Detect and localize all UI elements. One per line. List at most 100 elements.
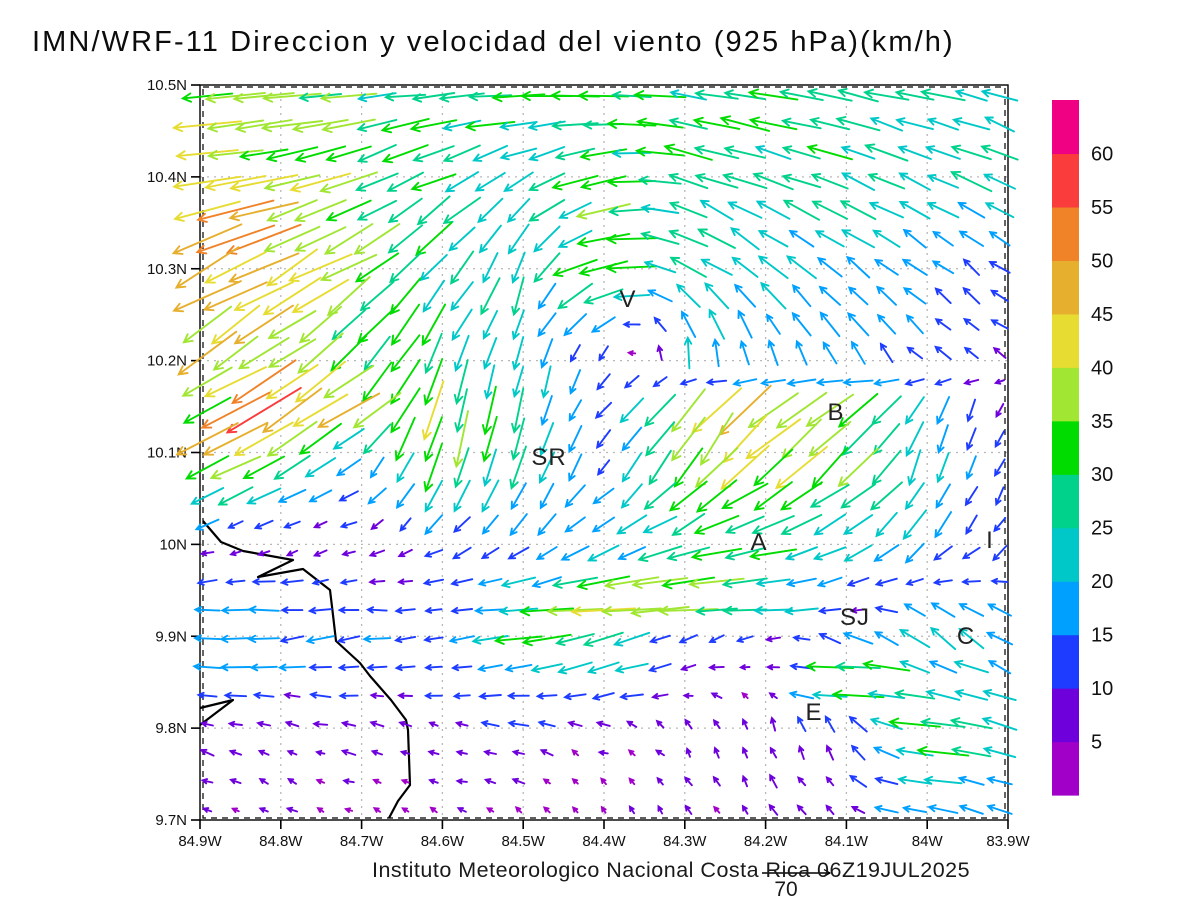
wind-arrow bbox=[528, 146, 566, 162]
wind-arrow bbox=[510, 417, 526, 461]
wind-arrow bbox=[650, 692, 669, 700]
wind-arrow bbox=[202, 281, 268, 312]
wind-arrow bbox=[196, 578, 218, 586]
wind-arrow bbox=[923, 775, 963, 785]
wind-arrow bbox=[591, 516, 616, 533]
wind-arrow bbox=[537, 312, 557, 338]
wind-arrow bbox=[682, 692, 694, 699]
colorbar-segment bbox=[1052, 206, 1079, 261]
wind-arrow bbox=[201, 807, 213, 813]
wind-arrow bbox=[424, 514, 444, 536]
wind-arrow bbox=[625, 720, 638, 728]
wind-arrow bbox=[616, 514, 648, 535]
wind-arrow bbox=[217, 486, 254, 506]
wind-arrow bbox=[768, 692, 778, 700]
wind-arrow bbox=[962, 258, 981, 276]
wind-arrow bbox=[596, 459, 611, 476]
wind-arrow bbox=[506, 198, 531, 223]
wind-arrow bbox=[537, 720, 556, 728]
wind-arrow bbox=[606, 177, 657, 188]
wind-arrow bbox=[614, 662, 649, 674]
wind-arrow bbox=[934, 378, 952, 386]
wind-arrow bbox=[850, 340, 866, 365]
wind-arrow bbox=[424, 663, 443, 671]
wind-arrow bbox=[175, 149, 239, 161]
wind-arrow bbox=[873, 258, 899, 276]
wind-arrow bbox=[564, 516, 586, 533]
wind-arrow bbox=[933, 545, 953, 561]
wind-arrow bbox=[684, 718, 693, 730]
wind-arrow bbox=[424, 332, 443, 375]
wind-arrow bbox=[294, 360, 347, 403]
wind-arrow bbox=[315, 778, 326, 785]
wind-arrow bbox=[788, 690, 815, 700]
wind-arrow bbox=[267, 338, 317, 368]
wind-arrow bbox=[741, 691, 749, 700]
wind-arrow bbox=[308, 489, 333, 503]
wind-arrow bbox=[757, 255, 789, 280]
wind-arrow bbox=[424, 607, 443, 614]
wind-arrow bbox=[617, 546, 646, 561]
wind-arrow bbox=[233, 304, 294, 345]
wind-arrow bbox=[286, 777, 298, 785]
wind-arrow bbox=[251, 577, 276, 586]
wind-arrow bbox=[769, 716, 777, 732]
x-tick-label: 84.2W bbox=[744, 833, 788, 850]
wind-arrow bbox=[422, 578, 445, 586]
wind-arrow bbox=[671, 512, 706, 537]
wind-arrow bbox=[261, 92, 322, 103]
wind-arrow bbox=[533, 225, 561, 253]
wind-arrow bbox=[898, 660, 931, 674]
wind-arrow bbox=[982, 173, 1016, 190]
wind-arrow bbox=[316, 807, 325, 813]
wind-arrow bbox=[818, 632, 842, 645]
wind-arrow bbox=[340, 720, 357, 728]
wind-arrow bbox=[258, 778, 269, 785]
wind-arrow bbox=[506, 692, 530, 700]
wind-arrow bbox=[781, 173, 822, 189]
wind-arrow bbox=[840, 172, 876, 191]
wind-arrow bbox=[341, 550, 356, 557]
wind-arrow bbox=[174, 246, 240, 289]
wind-arrow bbox=[846, 577, 870, 587]
wind-arrow bbox=[646, 289, 673, 303]
wind-arrow bbox=[283, 692, 301, 699]
colorbar-segment bbox=[1052, 581, 1079, 636]
wind-arrow bbox=[256, 720, 272, 728]
wind-arrow bbox=[354, 252, 400, 283]
wind-arrow bbox=[266, 420, 318, 457]
wind-arrow bbox=[767, 339, 779, 366]
wind-arrow bbox=[791, 311, 812, 337]
wind-arrow bbox=[637, 175, 682, 186]
wind-arrow bbox=[840, 145, 876, 160]
wind-arrow bbox=[603, 576, 660, 590]
wind-arrow bbox=[986, 804, 1013, 815]
wind-arrow bbox=[428, 778, 439, 785]
wind-arrow bbox=[648, 449, 672, 486]
wind-arrow bbox=[195, 224, 276, 255]
wind-arrow bbox=[895, 117, 934, 131]
wind-arrow bbox=[390, 303, 421, 346]
wind-arrow bbox=[312, 549, 328, 557]
wind-arrow bbox=[452, 692, 471, 700]
wind-arrow bbox=[869, 481, 903, 511]
wind-arrow bbox=[841, 421, 875, 456]
wind-arrow bbox=[579, 175, 627, 191]
wind-arrow bbox=[182, 396, 232, 424]
wind-arrow bbox=[247, 634, 280, 644]
wind-arrow bbox=[681, 310, 697, 338]
wind-arrow bbox=[480, 720, 500, 728]
wind-arrow bbox=[400, 778, 410, 785]
wind-arrow bbox=[335, 458, 362, 477]
wind-arrow bbox=[453, 479, 471, 513]
wind-arrow bbox=[372, 778, 382, 785]
wind-arrow bbox=[775, 391, 828, 429]
wind-arrow bbox=[204, 251, 267, 284]
wind-arrow bbox=[958, 603, 985, 617]
wind-arrow bbox=[825, 744, 835, 761]
wind-arrow bbox=[595, 720, 611, 728]
footer-credit: Instituto Meteorologico Nacional Costa R… bbox=[372, 858, 971, 882]
wind-arrow bbox=[568, 399, 583, 422]
city-label-a: A bbox=[750, 529, 767, 556]
wind-arrow bbox=[399, 749, 411, 756]
